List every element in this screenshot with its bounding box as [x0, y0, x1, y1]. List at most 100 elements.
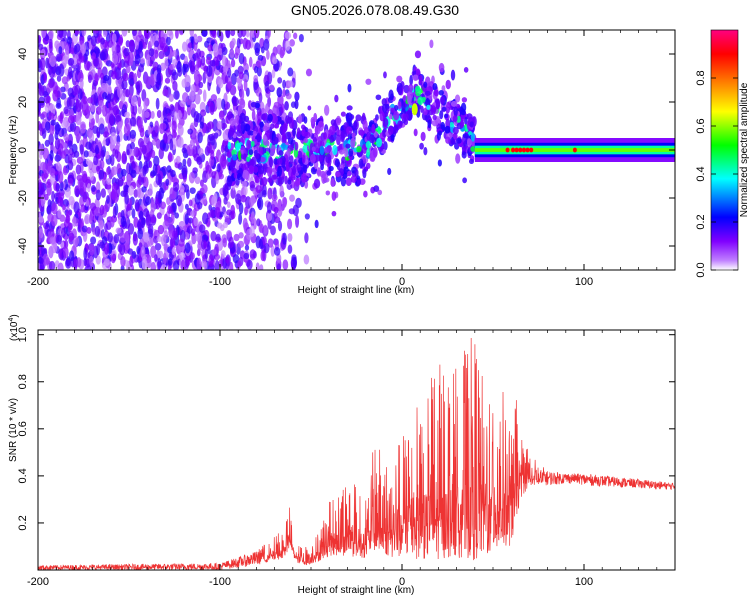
- spectrogram-cell: [325, 190, 331, 196]
- spectrogram-cell: [97, 67, 103, 78]
- spectrogram-cell: [356, 178, 362, 186]
- spectrogram-cell: [68, 195, 75, 206]
- spectrogram-cell: [470, 146, 476, 152]
- spectrogram-cell: [282, 197, 287, 208]
- spectrogram-cell: [38, 84, 45, 97]
- spectrogram-cell: [376, 137, 383, 148]
- spectrogram-cell: [332, 144, 338, 156]
- spectrogram-cell: [340, 131, 345, 141]
- spectrogram-cell: [84, 215, 89, 225]
- spectrogram-cell: [354, 168, 359, 178]
- spectrogram-cell: [277, 165, 282, 177]
- spectrogram-cell: [373, 130, 378, 138]
- spectrogram-cell: [121, 79, 128, 90]
- spectrogram-cell: [174, 212, 180, 219]
- spectrogram-cell: [439, 110, 444, 120]
- spectrogram-cell: [40, 30, 47, 39]
- spectrogram-cell: [344, 146, 349, 158]
- spectrogram-cell: [39, 57, 46, 71]
- spectrogram-cell: [197, 88, 203, 95]
- spectrogram-cell: [150, 33, 154, 47]
- spectrogram-cell: [207, 44, 213, 52]
- spectrogram-cell: [103, 74, 110, 82]
- spectrogram-cell: [250, 211, 256, 224]
- spectrogram-cell: [325, 153, 332, 164]
- spectrogram-cell: [47, 213, 54, 223]
- spectrogram-cell: [168, 93, 174, 102]
- spectrogram-cell: [409, 74, 414, 86]
- spectrogram-cell: [403, 113, 409, 121]
- spectrogram-cell: [38, 110, 42, 117]
- spectrogram-cell: [313, 178, 321, 189]
- spectrogram-cell: [169, 31, 174, 40]
- spectrogram-cell: [282, 232, 287, 245]
- spectrogram-cell: [187, 128, 194, 135]
- colorbar-tick-label: 0.4: [695, 166, 707, 181]
- spectrogram-cell: [102, 139, 107, 147]
- spectrogram-cell: [39, 261, 45, 270]
- spectrogram-cell: [221, 156, 227, 170]
- spectrogram-cell: [124, 111, 130, 119]
- spectrogram-cell: [379, 111, 385, 122]
- spectrogram-cell: [138, 64, 145, 73]
- spectrogram-cell: [62, 204, 66, 211]
- spectrogram-cell: [324, 104, 330, 116]
- spectrogram-cell: [335, 115, 342, 126]
- spectrogram-cell: [100, 188, 106, 198]
- spectrogram-cell: [351, 132, 356, 139]
- spectrogram-cell: [162, 88, 169, 97]
- spectrogram-cell: [274, 123, 280, 129]
- spectrogram-cell: [218, 78, 224, 89]
- spectrogram-cell: [314, 219, 319, 229]
- snr-frame: [37, 329, 676, 571]
- spectrogram-cell: [295, 215, 300, 228]
- spectrogram-cell: [238, 213, 243, 225]
- spectrogram-peak-dot: [518, 147, 523, 153]
- spectrogram-cell: [60, 150, 67, 159]
- spectrogram-cell: [284, 100, 289, 111]
- spectrogram-cell: [387, 167, 392, 176]
- spectrogram-cell: [382, 117, 389, 127]
- spectrogram-cell: [267, 177, 273, 183]
- spectrogram-cell: [106, 177, 112, 186]
- spectrogram-cell: [67, 66, 73, 80]
- spectrogram-cell: [184, 242, 191, 254]
- spectrogram-cell: [79, 121, 87, 134]
- spectrogram-cell: [189, 30, 195, 37]
- spectrogram-cell: [470, 132, 476, 142]
- spectrogram-cell: [95, 165, 100, 172]
- spectrogram-cell: [158, 147, 165, 160]
- spectrogram-cell: [78, 102, 84, 110]
- spectrogram-cell: [415, 85, 421, 92]
- spectrogram-cell: [294, 91, 300, 102]
- spectrogram-cell: [150, 110, 155, 119]
- spectrogram-cell: [245, 87, 250, 97]
- spectrogram-cell: [335, 171, 341, 177]
- spectrogram-cell: [445, 136, 451, 144]
- spectrogram-cell: [200, 55, 206, 66]
- spectrogram-cell: [123, 123, 131, 137]
- spectrogram-cell: [256, 198, 262, 209]
- spectrogram-cell: [361, 112, 366, 122]
- spectrogram-cell: [259, 121, 264, 128]
- spectrogram-cell: [66, 210, 71, 218]
- spectrogram-cell: [98, 215, 103, 226]
- spectrogram-cell: [296, 164, 302, 172]
- spectrogram-cell: [199, 101, 206, 113]
- spectrogram-cell: [239, 99, 246, 109]
- spectrogram-cell: [194, 74, 199, 85]
- spectrogram-cell: [110, 217, 115, 228]
- spectrogram-cell: [73, 30, 80, 35]
- spectrogram-cell: [43, 73, 48, 84]
- spectrogram-cell: [394, 104, 399, 111]
- spectrogram-cell: [67, 115, 75, 124]
- spectrogram-cell: [222, 65, 229, 73]
- spectrogram-cell: [81, 30, 87, 37]
- spectrogram-cell: [182, 92, 189, 103]
- spectrogram-cell: [341, 156, 347, 164]
- spectrogram-cell: [120, 256, 126, 267]
- spectrogram-cell: [403, 119, 409, 126]
- spectrogram-cell: [48, 41, 53, 54]
- spectrogram-cell: [59, 112, 64, 124]
- spectrogram-cell: [75, 164, 82, 175]
